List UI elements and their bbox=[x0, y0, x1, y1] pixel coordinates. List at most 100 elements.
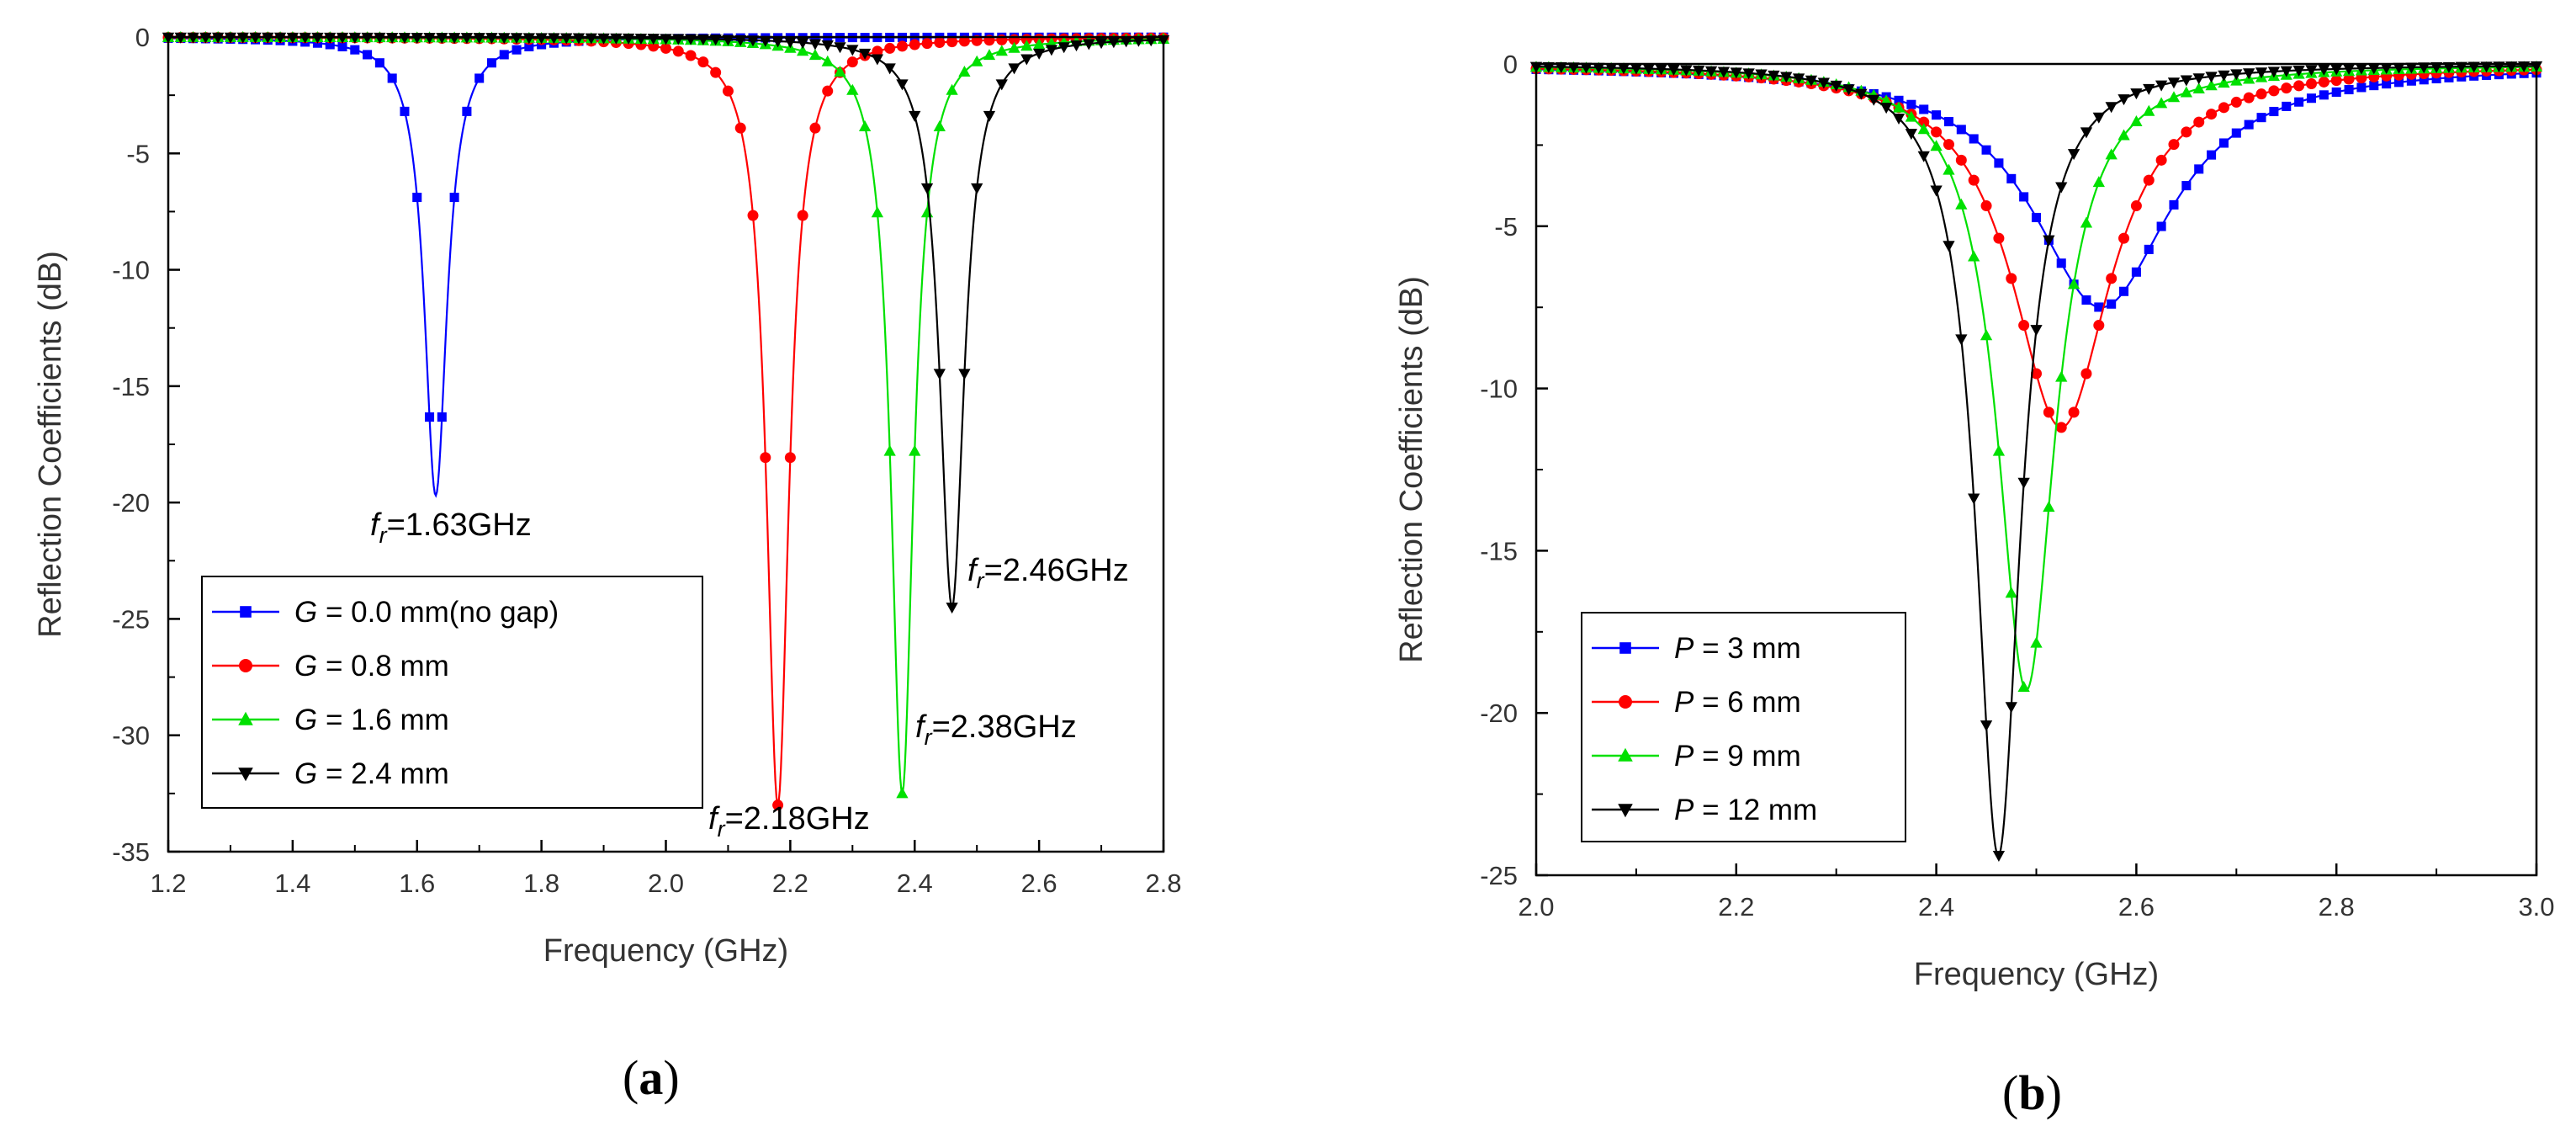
data-point bbox=[1892, 101, 1905, 113]
data-point bbox=[722, 85, 734, 97]
data-point bbox=[1730, 67, 1742, 79]
legend: P = 3 mm P = 6 mm P = 9 mm P = 12 mm bbox=[1581, 612, 1906, 842]
data-point bbox=[920, 183, 934, 194]
data-point bbox=[212, 32, 225, 44]
data-point bbox=[2218, 77, 2230, 88]
y-axis-label: Reflection Coefficients (dB) bbox=[33, 251, 68, 638]
data-point bbox=[2243, 92, 2255, 104]
data-point bbox=[2006, 173, 2017, 183]
data-point bbox=[348, 32, 361, 44]
y-tick-label: -5 bbox=[126, 139, 150, 168]
data-point bbox=[262, 32, 274, 44]
data-point bbox=[2292, 66, 2305, 77]
data-point bbox=[1693, 66, 1705, 77]
data-point bbox=[498, 33, 511, 45]
x-axis-label: Frequency (GHz) bbox=[1914, 957, 2159, 992]
data-point bbox=[2155, 80, 2168, 92]
data-point bbox=[909, 444, 921, 456]
series-line bbox=[168, 36, 1164, 609]
data-point bbox=[1994, 158, 2004, 168]
data-point bbox=[2330, 64, 2343, 76]
data-point bbox=[2180, 86, 2192, 98]
panel-label: (a) bbox=[623, 1050, 680, 1105]
data-point bbox=[499, 50, 509, 60]
data-point bbox=[685, 50, 697, 61]
data-point bbox=[958, 66, 971, 77]
data-point bbox=[286, 32, 299, 44]
data-point bbox=[797, 45, 809, 56]
data-point bbox=[2369, 81, 2379, 91]
data-point bbox=[2367, 63, 2380, 75]
data-point bbox=[2393, 62, 2405, 74]
data-point bbox=[784, 452, 796, 464]
data-point bbox=[871, 54, 884, 66]
data-point bbox=[1817, 77, 1830, 89]
data-point bbox=[423, 33, 436, 45]
data-point bbox=[2017, 477, 2030, 489]
data-point bbox=[1057, 42, 1070, 54]
y-tick-label: -5 bbox=[1494, 212, 1518, 242]
data-point bbox=[710, 66, 722, 78]
data-point bbox=[2269, 106, 2279, 117]
legend-marker bbox=[238, 711, 253, 725]
data-point bbox=[2143, 174, 2155, 186]
legend-label: G = 0.8 mm bbox=[294, 650, 449, 683]
legend-entry: G = 0.0 mm(no gap) bbox=[212, 596, 559, 629]
data-point bbox=[2107, 299, 2117, 309]
data-point bbox=[2093, 320, 2105, 332]
data-point bbox=[1655, 64, 1667, 76]
data-point bbox=[759, 35, 771, 47]
series-line bbox=[167, 36, 1163, 498]
data-point bbox=[400, 106, 410, 116]
data-point bbox=[449, 193, 459, 203]
data-point bbox=[1567, 62, 1580, 74]
data-point bbox=[821, 40, 834, 52]
data-point bbox=[2393, 77, 2404, 88]
data-point bbox=[224, 32, 237, 44]
legend-entry: G = 1.6 mm bbox=[212, 704, 449, 736]
data-point bbox=[2192, 73, 2205, 85]
legend-entry: P = 12 mm bbox=[1592, 794, 1817, 826]
data-point bbox=[1768, 70, 1780, 82]
data-point bbox=[2318, 76, 2330, 88]
data-point bbox=[1968, 174, 1980, 186]
data-point bbox=[350, 45, 360, 55]
data-point bbox=[2330, 75, 2342, 87]
data-point bbox=[2230, 96, 2242, 108]
y-tick-label: -25 bbox=[112, 604, 150, 634]
data-point bbox=[2167, 77, 2181, 89]
data-point bbox=[2105, 102, 2118, 114]
x-tick-label: 2.8 bbox=[2319, 892, 2355, 922]
data-point bbox=[2256, 113, 2266, 123]
data-point bbox=[747, 210, 759, 221]
legend-label: G = 0.0 mm(no gap) bbox=[294, 596, 559, 629]
data-point bbox=[535, 33, 548, 45]
data-point bbox=[2406, 76, 2416, 86]
data-point bbox=[2130, 200, 2142, 212]
data-point bbox=[797, 38, 809, 50]
data-point bbox=[983, 110, 996, 122]
data-point bbox=[1617, 63, 1630, 75]
series-G-3 bbox=[162, 32, 1170, 614]
data-point bbox=[2031, 368, 2042, 380]
y-tick-label: -30 bbox=[112, 721, 150, 751]
data-point bbox=[920, 206, 934, 218]
data-point bbox=[236, 32, 249, 44]
series-line bbox=[1535, 68, 2537, 309]
data-point bbox=[2343, 73, 2355, 85]
data-point bbox=[2230, 69, 2243, 81]
legend: G = 0.0 mm(no gap) G = 0.8 mm G = 1.6 mm G … bbox=[201, 576, 703, 809]
legend-box bbox=[201, 576, 703, 809]
data-point bbox=[1780, 72, 1793, 83]
data-point bbox=[299, 32, 311, 44]
data-point bbox=[808, 49, 822, 61]
data-point bbox=[1008, 63, 1020, 75]
data-point bbox=[2094, 302, 2104, 312]
data-point bbox=[1943, 117, 1953, 127]
data-point bbox=[2218, 102, 2229, 114]
resonance-annotation: fr=1.63GHz bbox=[370, 507, 532, 548]
data-point bbox=[2056, 258, 2066, 268]
data-point bbox=[1905, 110, 1918, 122]
data-point bbox=[1917, 123, 1930, 135]
